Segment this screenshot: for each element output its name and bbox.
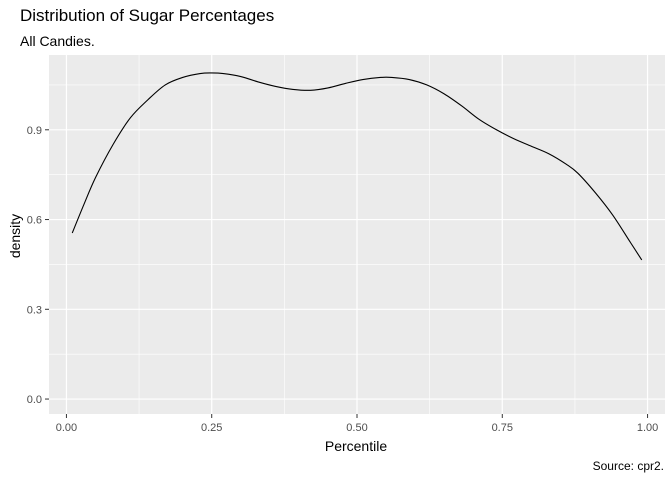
major-gridlines	[49, 55, 665, 414]
y-tick-label: 0.6	[27, 215, 42, 227]
y-tick-label: 0.3	[27, 304, 42, 316]
y-tick-label: 0.0	[27, 394, 42, 406]
y-axis: 0.0 0.3 0.6 0.9	[27, 125, 49, 406]
chart-subtitle: All Candies.	[20, 33, 95, 49]
chart-caption: Source: cpr2.	[592, 459, 664, 473]
x-tick-label: 0.75	[492, 422, 513, 434]
x-tick-label: 1.00	[637, 422, 658, 434]
x-axis: 0.00 0.25 0.50 0.75 1.00	[56, 414, 658, 434]
series-layer	[71, 72, 643, 261]
x-tick-label: 0.25	[201, 422, 222, 434]
x-tick-label: 0.00	[56, 422, 77, 434]
y-axis-title: density	[7, 214, 23, 258]
y-tick-label: 0.9	[27, 125, 42, 137]
x-tick-label: 0.50	[346, 422, 367, 434]
chart-title: Distribution of Sugar Percentages	[20, 6, 275, 25]
density-line	[71, 72, 643, 261]
x-axis-title: Percentile	[325, 438, 387, 454]
